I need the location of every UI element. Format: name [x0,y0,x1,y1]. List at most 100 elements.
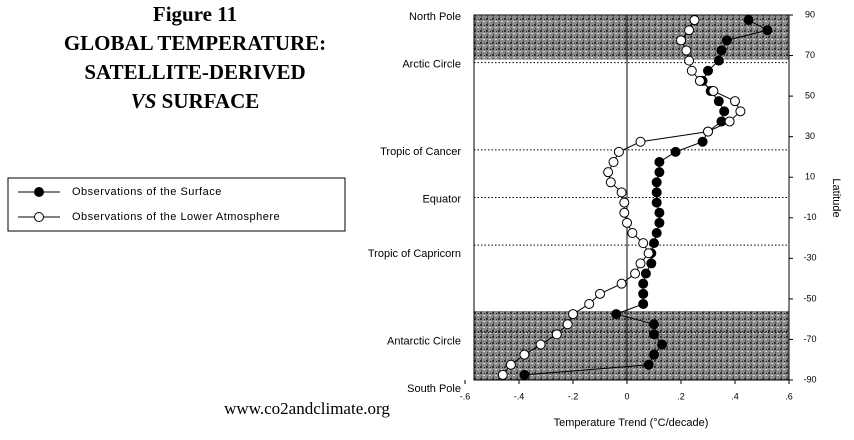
shaded-band [474,311,789,380]
y-tick-label: 30 [805,131,815,141]
data-point [649,349,659,360]
zone-label: Tropic of Capricorn [368,248,461,260]
x-tick-label: .4 [731,391,739,401]
x-tick-label: 0 [624,391,629,401]
data-point [619,207,630,218]
data-point [630,268,641,279]
source: www.co2andclimate.org [224,399,390,418]
data-point [608,157,619,168]
data-point [654,207,665,218]
data-point [713,96,724,107]
data-point [651,177,662,188]
y-axis-label: Latitude [830,178,842,217]
data-point [611,309,622,320]
data-point [657,339,668,350]
data-point [603,167,614,178]
data-point [605,177,616,188]
y-tick-label: -10 [803,212,816,222]
legend-label: Observations of the Surface [72,186,222,198]
zone-label: Antarctic Circle [387,335,461,347]
y-tick-label: 70 [805,50,815,60]
data-point [730,96,740,107]
x-axis-label: Temperature Trend (°C/decade) [554,417,709,429]
zone-label: Equator [422,193,461,205]
data-point [638,278,649,289]
x-tick-label: -.2 [568,391,579,401]
x-tick-label: .6 [785,391,793,401]
data-point [584,298,595,309]
data-point [638,238,649,249]
data-point [651,187,662,198]
data-point [643,359,654,370]
zone-label: Arctic Circle [402,59,461,71]
data-point [535,339,546,350]
data-point [562,319,573,330]
data-point [616,187,627,198]
data-point [649,329,659,340]
zone-label: North Pole [409,11,461,23]
data-point [670,146,681,157]
data-point [619,197,630,208]
title-italic: VS [131,89,157,113]
data-point [595,288,605,299]
data-point [713,55,724,66]
y-tick-label: 90 [805,9,815,19]
data-point [651,197,662,208]
data-point [551,329,562,340]
y-tick-label: -30 [803,253,816,263]
data-point [505,359,516,370]
data-point [724,116,735,127]
data-point [684,25,695,36]
data-point [743,15,754,26]
title-line: VS SURFACE [131,89,260,113]
data-point [689,15,700,26]
data-point [649,238,659,249]
data-point [681,45,692,56]
y-tick-label: 10 [805,172,815,182]
title-text: SURFACE [156,89,259,113]
x-tick-label: .2 [677,391,685,401]
y-tick-label: -90 [803,374,816,384]
data-point [676,35,686,46]
legend-marker [34,187,44,197]
data-point [622,217,632,228]
data-point [646,258,657,269]
data-point [697,136,708,147]
y-tick-label: 50 [805,90,815,100]
x-tick-label: -.4 [514,391,525,401]
x-tick-label: -.6 [460,391,471,401]
data-point [568,309,578,320]
y-tick-label: -70 [803,334,816,344]
data-point [638,288,649,299]
zone-label: Tropic of Cancer [380,146,461,158]
data-point [616,278,627,289]
data-point [703,65,713,76]
data-point [497,369,508,380]
title-line: GLOBAL TEMPERATURE: [64,31,326,55]
data-point [654,167,665,178]
data-point [716,45,727,56]
zone-label: South Pole [407,383,461,395]
data-point [721,35,732,46]
title-line: SATELLITE-DERIVED [84,60,305,84]
shaded-band [474,15,789,60]
legend-box [7,177,346,232]
data-point [643,248,654,259]
data-point [703,126,713,137]
data-point [635,258,646,269]
data-point [638,298,649,309]
data-point [519,369,530,380]
data-point [719,106,730,117]
data-point [654,157,665,168]
data-point [686,65,697,76]
data-point [649,319,659,330]
data-point [762,25,773,36]
data-point [708,86,719,97]
title-line: Figure 11 [153,2,237,26]
data-point [684,55,695,66]
data-point [635,136,646,147]
data-point [735,106,746,117]
legend-label: Observations of the Lower Atmosphere [72,211,280,223]
legend-marker [34,212,44,222]
